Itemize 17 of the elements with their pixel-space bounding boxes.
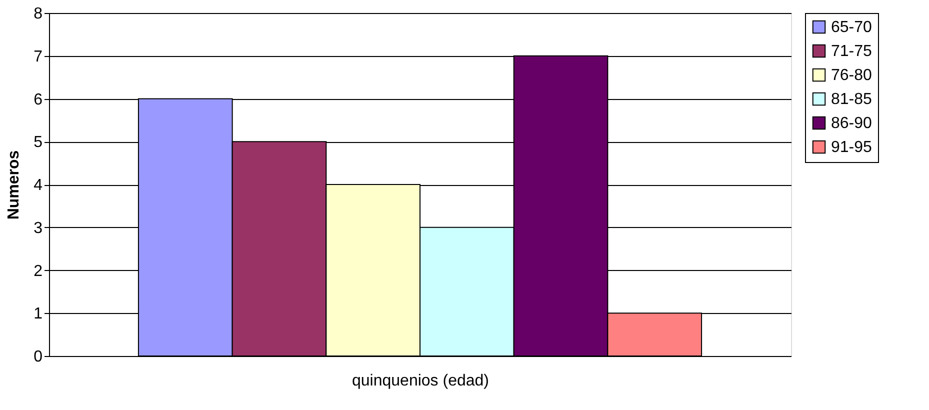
y-tick-label: 8 xyxy=(34,6,43,22)
x-axis-title: quinquenios (edad) xyxy=(352,372,489,390)
y-tick-label: 3 xyxy=(34,220,43,237)
y-tick-label: 1 xyxy=(34,306,43,323)
legend-label: 91-95 xyxy=(831,139,872,156)
y-tick-label: 7 xyxy=(34,48,43,66)
legend-label: 81-85 xyxy=(831,91,872,108)
y-tick-label: 0 xyxy=(34,348,43,366)
legend-label: 86-90 xyxy=(831,115,872,132)
y-axis-title: Numeros xyxy=(6,150,23,220)
y-tick-label: 4 xyxy=(34,177,43,194)
y-tick-label: 6 xyxy=(34,91,43,108)
legend-label: 76-80 xyxy=(831,67,872,84)
legend-label: 71-75 xyxy=(831,43,872,60)
legend-label: 65-70 xyxy=(831,19,872,36)
y-tick-label: 2 xyxy=(34,262,43,280)
y-tick-label: 5 xyxy=(34,134,43,152)
